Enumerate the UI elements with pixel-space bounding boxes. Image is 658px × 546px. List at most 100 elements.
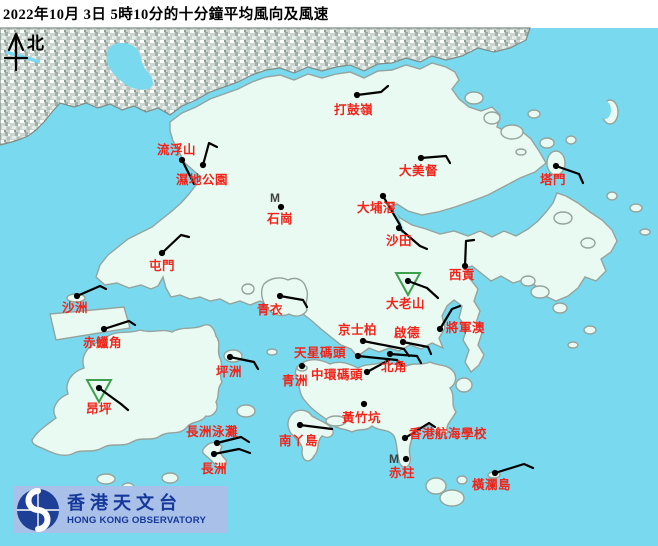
lantau-island [31, 324, 223, 457]
station-label: 打鼓嶺 [334, 102, 373, 117]
wind-barb-icon [102, 319, 137, 331]
station-dot [353, 91, 361, 99]
north-arrow-label: 北 [27, 34, 44, 53]
station-wetland-park: 濕地公園 [176, 141, 228, 187]
station-dot [95, 384, 103, 392]
wind-barb-icon [228, 355, 260, 371]
station-dot [417, 154, 425, 162]
maintenance-marker: M [270, 191, 280, 205]
station-green-island: 青洲 [282, 362, 308, 388]
wind-barb-icon [419, 154, 452, 165]
wind-barb-icon [381, 194, 402, 227]
station-label: 沙洲 [62, 301, 88, 315]
station-ngong-ping: 昂坪 [85, 379, 130, 416]
station-label: 京士柏 [338, 322, 377, 337]
station-dot [213, 439, 221, 447]
station-dot [73, 292, 81, 300]
land-masses [31, 62, 651, 507]
station-dot [158, 249, 166, 257]
station-label: 大美督 [399, 163, 438, 178]
station-dot [401, 434, 409, 442]
station-label: 青洲 [282, 373, 308, 388]
station-label: 香港航海學校 [408, 426, 487, 441]
hill-station-triangle-icon [85, 379, 113, 405]
station-dot [399, 338, 407, 346]
station-peng-chau: 坪洲 [216, 353, 260, 379]
station-dot [436, 325, 444, 333]
wind-barb-icon [75, 284, 108, 298]
station-tap-mun: 塔門 [540, 162, 585, 187]
station-label: 大埔滘 [357, 200, 396, 215]
wind-barb-icon [401, 340, 433, 356]
wind-barb-icon [438, 304, 462, 331]
station-star-ferry-pier: 天星碼頭 [294, 345, 404, 368]
station-label: 屯門 [149, 258, 175, 273]
station-central-pier: 中環碼頭 [311, 358, 391, 382]
station-wong-chuk-hang: 黃竹坑 [341, 400, 381, 425]
station-dot [276, 292, 284, 300]
station-dot [491, 469, 499, 477]
shenzhen-bay [106, 42, 153, 90]
station-label: 赤柱 [389, 465, 415, 480]
wind-barb-icon [215, 435, 251, 445]
station-tai-mei-tuk: 大美督 [399, 154, 452, 178]
station-tseung-kwan-o: 將軍澳 [436, 304, 485, 335]
station-dot [552, 162, 560, 170]
station-label: 橫瀾島 [472, 477, 511, 492]
station-label: 天星碼頭 [294, 345, 346, 360]
wind-barb-icon [397, 226, 429, 251]
station-dot [379, 192, 387, 200]
station-dot [298, 362, 306, 370]
north-arrow: 北 [3, 32, 44, 72]
station-kai-tak: 啟德 [394, 325, 433, 356]
hko-logo-text: 香港天文台 HONG KONG OBSERVATORY [67, 494, 206, 526]
station-label: 石崗 [266, 211, 293, 226]
urban-area-shenzhen [0, 27, 531, 146]
wind-barb-icon [406, 279, 440, 300]
wind-barb-icon [365, 358, 391, 374]
station-dot [461, 262, 469, 270]
station-dot [226, 353, 234, 361]
station-cheung-chau-beach: 長洲泳灘 [186, 424, 251, 447]
wind-barb-icon [554, 164, 585, 185]
station-label: 流浮山 [157, 142, 196, 157]
station-shek-kong: M 石崗 [266, 191, 293, 226]
station-label: 西貢 [449, 268, 475, 282]
station-label: 赤鱲角 [83, 335, 122, 350]
station-dot [363, 368, 371, 376]
station-label: 坪洲 [216, 365, 242, 379]
wind-barb-icon [201, 141, 219, 167]
hko-emblem-icon [17, 487, 59, 532]
station-label: 長洲泳灘 [186, 424, 238, 439]
station-tsing-yi: 青衣 [257, 292, 309, 317]
station-label: 將軍澳 [446, 320, 485, 335]
station-cheung-chau: 長洲 [201, 447, 252, 476]
wind-barb-icon [355, 84, 390, 97]
station-waglan-island: 橫瀾島 [472, 462, 535, 492]
small-islands [66, 91, 651, 507]
station-label: 北角 [381, 359, 407, 374]
station-label: 塔門 [540, 172, 566, 187]
station-label: 黃竹坑 [341, 410, 381, 425]
station-dot [386, 350, 394, 358]
station-dot [359, 337, 367, 345]
station-label: 青衣 [257, 302, 283, 317]
wind-barb-icon [356, 354, 404, 368]
station-kings-park: 京士柏 [338, 322, 411, 358]
station-lamma-island: 南丫島 [279, 421, 334, 448]
wind-barb-icon [493, 462, 535, 475]
wind-barb-icon [361, 339, 411, 358]
new-territories [95, 62, 618, 374]
station-dot [210, 450, 218, 458]
station-tai-po-kau: 大埔滘 [357, 192, 402, 227]
station-lau-fau-shan: 流浮山 [157, 142, 196, 186]
station-chek-lap-kok: 赤鱲角 [83, 319, 137, 350]
maintenance-marker: M [389, 452, 399, 466]
wind-barb-icon [160, 233, 191, 255]
airport-island [49, 306, 131, 341]
hko-logo: 香港天文台 HONG KONG OBSERVATORY [13, 486, 227, 533]
station-dot [395, 224, 403, 232]
station-stanley: M赤柱 [389, 452, 415, 480]
